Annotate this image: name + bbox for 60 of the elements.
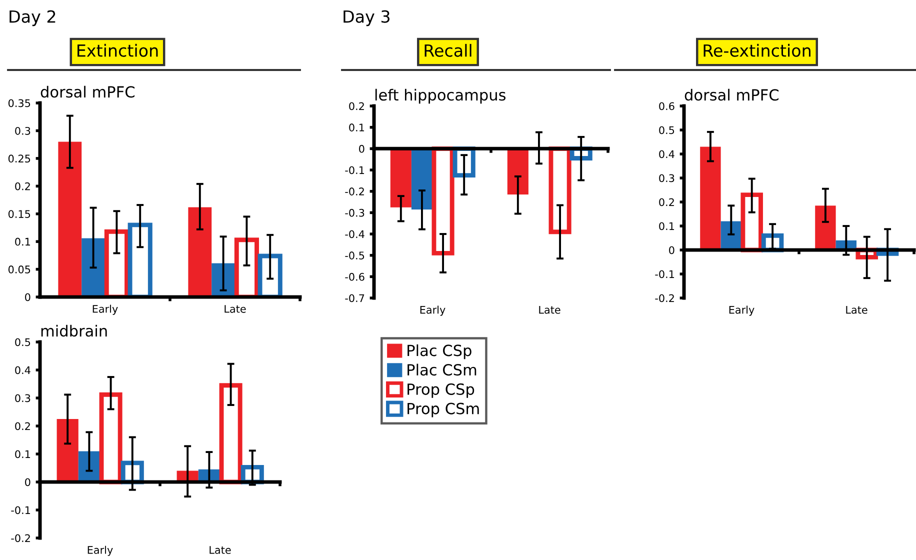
legend-label: Prop CSp <box>408 383 474 398</box>
y-tick-label: 0.2 <box>15 422 30 430</box>
y-tick-label: 0.4 <box>659 150 674 158</box>
chart-title: dorsal mPFC <box>684 88 778 101</box>
y-tick-label: 0.2 <box>659 198 674 206</box>
y-tick-label: 0.15 <box>8 210 30 218</box>
y-tick-label: 0 <box>25 478 30 486</box>
text: Day 2 <box>10 10 56 26</box>
x-tick-label: Late <box>846 306 868 314</box>
bar <box>700 146 721 250</box>
y-tick-label: -0.1 <box>11 506 30 514</box>
y-tick-label: 0.4 <box>15 366 30 374</box>
y-tick-label: 0.2 <box>349 102 364 110</box>
y-tick-label: 0.6 <box>659 102 674 110</box>
y-tick-label: -0.4 <box>345 230 364 238</box>
y-tick-label: 0.1 <box>659 222 674 230</box>
x-tick-label: Early <box>420 306 446 316</box>
text: Day 3 <box>344 10 390 26</box>
y-tick-label: -0.2 <box>655 294 674 302</box>
y-tick-label: -0.1 <box>345 166 364 174</box>
y-tick-label: -0.3 <box>345 208 364 217</box>
y-tick-label: 0.1 <box>349 124 364 132</box>
x-tick-label: Late <box>224 305 246 313</box>
y-tick-label: 0.2 <box>15 182 30 190</box>
chart-title: left hippocampus <box>375 88 506 104</box>
x-tick-label: Early <box>88 546 113 556</box>
y-tick-label: 0 <box>359 144 364 153</box>
y-tick-label: 0 <box>669 246 674 254</box>
y-tick-label: -0.2 <box>345 188 364 196</box>
bar <box>58 142 82 297</box>
text: Recall <box>424 44 472 57</box>
x-tick-label: Early <box>729 306 754 316</box>
y-tick-label: 0.3 <box>659 174 674 182</box>
y-tick-label: -0.6 <box>345 272 364 281</box>
legend-label: Plac CSp <box>408 344 472 360</box>
y-tick-label: 0.3 <box>15 394 30 402</box>
chart-title: midbrain <box>41 324 107 337</box>
y-tick-label: -0.7 <box>345 294 364 302</box>
y-tick-label: 0.1 <box>15 450 30 458</box>
x-tick-label: Early <box>92 304 118 315</box>
y-tick-label: 0.25 <box>8 154 30 163</box>
y-tick-label: 0.3 <box>15 126 30 135</box>
text: Re-extinction <box>704 44 810 57</box>
y-tick-label: 0.5 <box>15 338 30 346</box>
x-tick-label: Late <box>210 546 231 554</box>
y-tick-label: 0.05 <box>8 266 30 274</box>
y-tick-label: -0.5 <box>345 252 364 260</box>
chart-title: dorsal mPFC <box>40 86 134 98</box>
y-tick-label: 0 <box>25 293 30 302</box>
y-tick-label: -0.2 <box>11 534 30 542</box>
y-tick-label: 0.35 <box>8 99 30 108</box>
bar <box>815 206 836 250</box>
legend-label: Prop CSm <box>408 402 479 418</box>
y-tick-label: 0.1 <box>15 238 30 246</box>
x-tick-label: Late <box>539 306 560 314</box>
legend-label: Plac CSm <box>408 364 476 376</box>
text: Extinction <box>78 44 158 57</box>
y-tick-label: -0.1 <box>655 270 674 278</box>
y-tick-label: 0.5 <box>659 126 674 134</box>
bar <box>188 207 212 297</box>
